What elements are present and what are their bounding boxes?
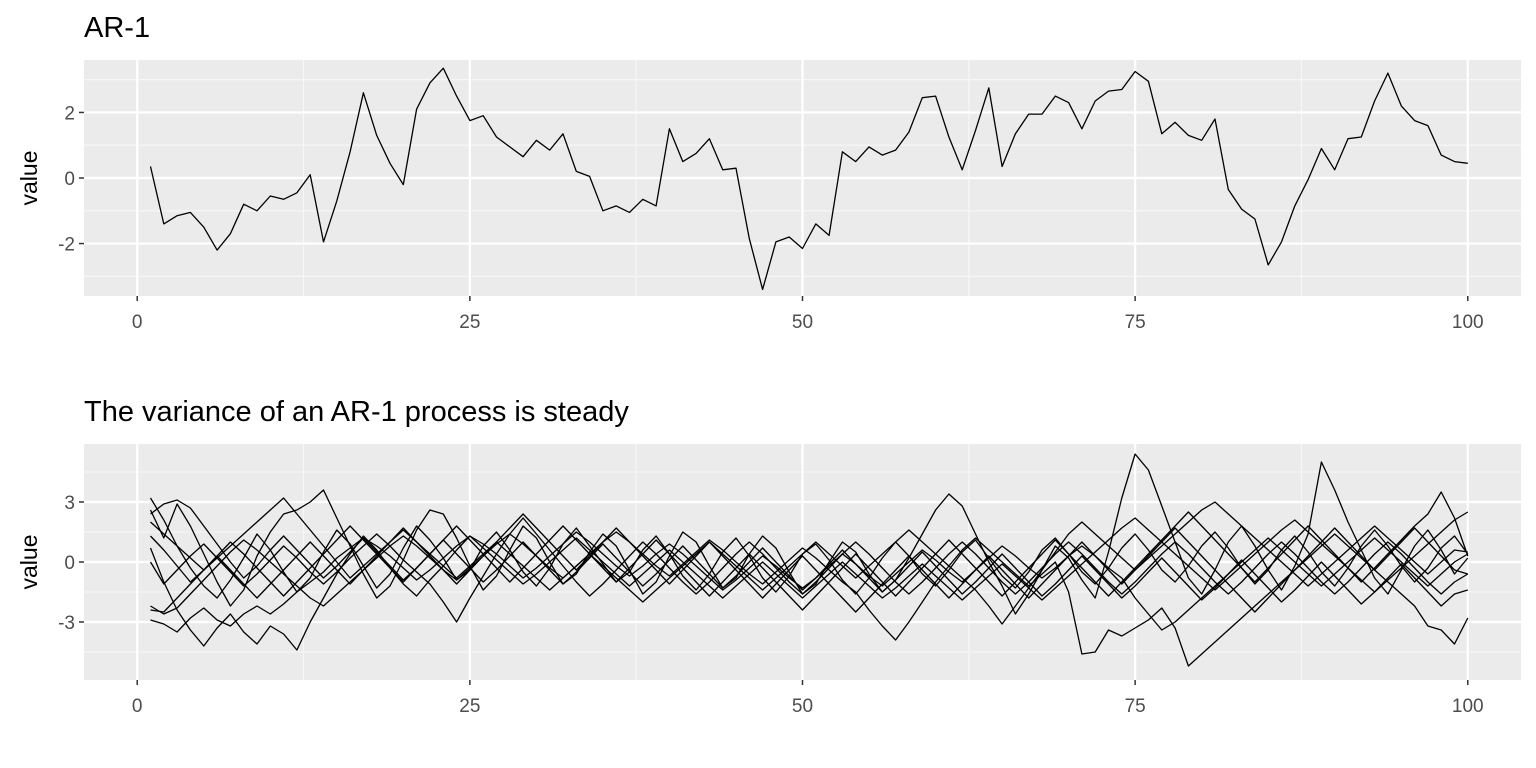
y-tick-label: -2 <box>58 235 75 256</box>
series-line-9 <box>150 513 1468 613</box>
chart-panel-variance: -3 0 3 0 25 50 75 100 value The variance of an… <box>0 384 1536 768</box>
series-line-4 <box>150 531 1469 667</box>
x-tick-label: 75 <box>1125 696 1146 717</box>
series-line-3 <box>150 531 1469 633</box>
y-tick-label: 2 <box>64 103 75 124</box>
series-line-1 <box>149 67 1468 291</box>
x-tick-label: 100 <box>1452 312 1484 333</box>
chart-panel-ar1: -2 0 2 0 25 50 75 100 value AR-1 <box>16 12 1521 333</box>
series-line-10 <box>150 497 1468 625</box>
variance-plot: -3 0 3 0 25 50 75 100 value <box>16 444 1521 717</box>
x-tick-label: 0 <box>132 696 143 717</box>
y-tick-label: 3 <box>64 493 75 514</box>
y-axis-title: value <box>16 151 42 206</box>
x-tick-label: 50 <box>792 696 813 717</box>
series-line-5 <box>149 511 1469 651</box>
y-axis-title: value <box>16 535 42 590</box>
x-tick-label: 50 <box>792 312 813 333</box>
y-tick-label: 0 <box>64 553 75 574</box>
chart-title: The variance of an AR-1 process is stead… <box>84 396 629 428</box>
series-line-7 <box>150 499 1468 607</box>
x-tick-label: 100 <box>1452 696 1484 717</box>
x-tick-label: 0 <box>132 312 143 333</box>
x-tick-label: 75 <box>1125 312 1146 333</box>
series-line-2 <box>149 453 1469 615</box>
series-line-1 <box>149 497 1469 599</box>
chart-title: AR-1 <box>84 12 151 44</box>
series-line-8 <box>150 491 1469 611</box>
ar1-plot: -2 0 2 0 25 50 75 100 value <box>16 60 1521 333</box>
x-tick-label: 25 <box>459 696 480 717</box>
y-tick-label: 0 <box>64 169 75 190</box>
x-tick-label: 25 <box>459 312 480 333</box>
y-tick-label: -3 <box>58 613 75 634</box>
